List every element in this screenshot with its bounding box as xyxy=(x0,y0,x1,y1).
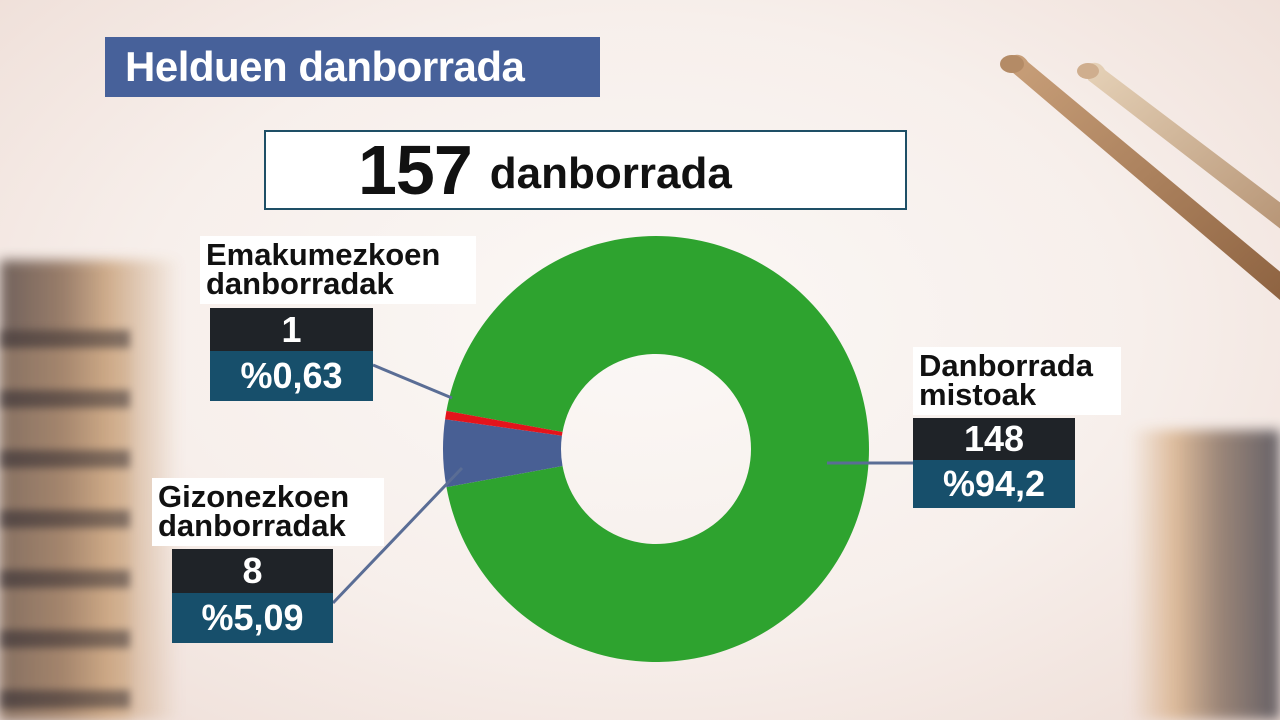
slice-label-emakumezkoen: Emakumezkoen danborradak xyxy=(200,236,476,304)
building-right-image xyxy=(1130,430,1280,720)
label-line2: danborradak xyxy=(158,508,346,543)
leader-line-gizonezkoen xyxy=(331,466,464,605)
value-mistoak: 148 xyxy=(913,418,1075,460)
page-title: Helduen danborrada xyxy=(105,37,600,97)
percent-emakumezkoen: %0,63 xyxy=(210,351,373,401)
label-line1: Emakumezkoen xyxy=(206,237,441,272)
percent-mistoak: %94,2 xyxy=(913,460,1075,508)
total-label: danborrada xyxy=(489,149,732,198)
label-line1: Danborrada xyxy=(919,348,1093,383)
value-emakumezkoen: 1 xyxy=(210,308,373,351)
slice-label-gizonezkoen: Gizonezkoen danborradak xyxy=(152,478,384,546)
slice-label-mistoak: Danborrada mistoak xyxy=(913,347,1121,415)
slice-gizonezkoen xyxy=(443,419,563,488)
percent-gizonezkoen: %5,09 xyxy=(172,593,333,643)
slice-emakumezkoen xyxy=(445,410,563,436)
value-gizonezkoen: 8 xyxy=(172,549,333,593)
total-count-box: 157 danborrada xyxy=(264,130,907,210)
label-line2: danborradak xyxy=(206,266,394,301)
label-line1: Gizonezkoen xyxy=(158,479,350,514)
building-left-windows xyxy=(0,330,130,720)
drumsticks-image xyxy=(1000,54,1280,300)
slice-mistoak xyxy=(446,235,870,662)
total-number: 157 xyxy=(358,131,473,209)
leader-line-emakumezkoen xyxy=(372,363,453,400)
label-line2: mistoak xyxy=(919,377,1037,412)
